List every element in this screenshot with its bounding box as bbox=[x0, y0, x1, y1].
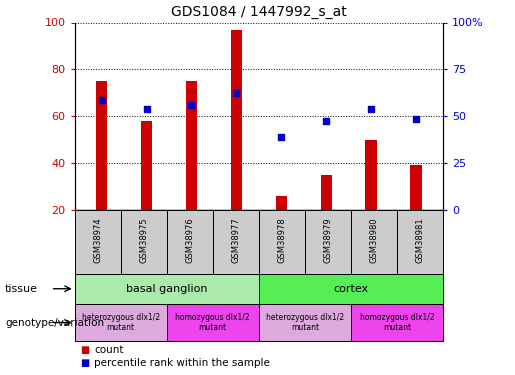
Text: GSM38979: GSM38979 bbox=[323, 218, 332, 263]
Bar bbox=[397, 210, 443, 274]
Text: GSM38977: GSM38977 bbox=[231, 218, 241, 264]
Text: ■: ■ bbox=[80, 345, 89, 355]
Text: percentile rank within the sample: percentile rank within the sample bbox=[94, 358, 270, 368]
Text: homozygous dlx1/2
mutant: homozygous dlx1/2 mutant bbox=[176, 313, 250, 332]
Bar bbox=[351, 304, 443, 341]
Bar bbox=[96, 81, 107, 210]
Point bbox=[232, 90, 241, 96]
Text: GSM38975: GSM38975 bbox=[139, 218, 148, 263]
Point bbox=[367, 106, 375, 112]
Text: count: count bbox=[94, 345, 124, 355]
Title: GDS1084 / 1447992_s_at: GDS1084 / 1447992_s_at bbox=[171, 5, 347, 19]
Bar bbox=[75, 210, 121, 274]
Text: basal ganglion: basal ganglion bbox=[126, 284, 208, 294]
Point bbox=[97, 97, 106, 103]
Text: GSM38976: GSM38976 bbox=[185, 218, 194, 264]
Bar bbox=[75, 304, 167, 341]
Bar bbox=[259, 210, 305, 274]
Text: cortex: cortex bbox=[333, 284, 368, 294]
Bar bbox=[167, 210, 213, 274]
Bar bbox=[213, 210, 259, 274]
Text: GSM38981: GSM38981 bbox=[416, 218, 424, 263]
Bar bbox=[351, 210, 397, 274]
Bar bbox=[320, 175, 332, 210]
Point bbox=[322, 118, 330, 124]
Bar bbox=[167, 304, 259, 341]
Bar bbox=[121, 210, 167, 274]
Bar bbox=[366, 140, 376, 210]
Text: heterozygous dlx1/2
mutant: heterozygous dlx1/2 mutant bbox=[82, 313, 160, 332]
Text: heterozygous dlx1/2
mutant: heterozygous dlx1/2 mutant bbox=[266, 313, 344, 332]
Bar bbox=[259, 274, 443, 304]
Point bbox=[187, 102, 196, 108]
Text: homozygous dlx1/2
mutant: homozygous dlx1/2 mutant bbox=[359, 313, 434, 332]
Text: GSM38978: GSM38978 bbox=[277, 218, 286, 264]
Text: GSM38974: GSM38974 bbox=[93, 218, 102, 263]
Bar bbox=[186, 81, 197, 210]
Point bbox=[412, 116, 420, 122]
Bar bbox=[259, 304, 351, 341]
Text: genotype/variation: genotype/variation bbox=[5, 318, 104, 327]
Bar bbox=[75, 274, 259, 304]
Bar bbox=[305, 210, 351, 274]
Bar bbox=[276, 196, 287, 210]
Bar bbox=[410, 165, 422, 210]
Point bbox=[143, 106, 151, 112]
Text: ■: ■ bbox=[80, 358, 89, 368]
Text: GSM38980: GSM38980 bbox=[369, 218, 379, 263]
Text: tissue: tissue bbox=[5, 284, 38, 294]
Bar bbox=[141, 121, 152, 210]
Bar bbox=[231, 30, 242, 210]
Point bbox=[277, 134, 285, 140]
